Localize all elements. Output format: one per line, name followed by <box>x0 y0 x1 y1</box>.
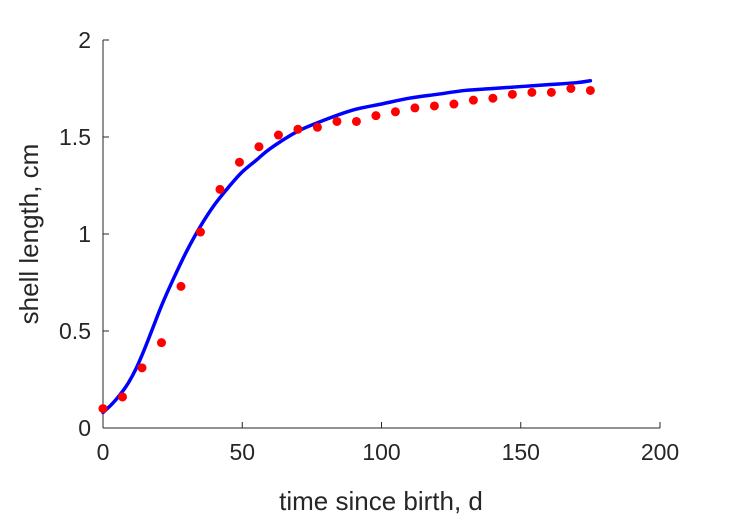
data-point <box>98 404 108 414</box>
x-tick-label: 100 <box>362 439 400 465</box>
data-point <box>429 101 439 111</box>
data-point <box>254 142 264 152</box>
data-point <box>273 130 283 140</box>
data-point <box>332 116 342 126</box>
data-point <box>137 363 147 373</box>
y-tick-label: 1.5 <box>59 124 91 150</box>
x-ticks: 0 50 100 150 200 <box>97 422 679 465</box>
data-point <box>156 338 166 348</box>
series-layer <box>98 78 595 415</box>
x-tick-label: 150 <box>502 439 540 465</box>
data-point <box>507 89 517 99</box>
y-tick-label: 2 <box>78 27 91 53</box>
data-point <box>527 87 537 97</box>
data-point <box>293 124 303 134</box>
data-point <box>468 95 478 105</box>
y-axis-title: shell length, cm <box>14 144 44 325</box>
data-point <box>410 103 420 113</box>
y-tick-label: 1 <box>78 221 91 247</box>
y-tick-label: 0 <box>78 415 91 441</box>
plot-area <box>102 40 660 429</box>
data-point <box>585 85 595 95</box>
x-axis-title: time since birth, d <box>279 486 483 516</box>
y-ticks: 0 0.5 1 1.5 2 <box>59 27 109 441</box>
data-point <box>566 84 576 93</box>
data-point <box>546 87 556 97</box>
x-tick-label: 200 <box>641 439 679 465</box>
data-point <box>390 107 400 117</box>
data-point <box>215 184 225 194</box>
data-point <box>351 116 361 126</box>
data-point <box>195 227 205 237</box>
x-tick-label: 50 <box>229 439 255 465</box>
data-point <box>488 93 498 103</box>
data-point <box>371 111 381 121</box>
data-point <box>176 281 186 291</box>
data-point <box>312 122 322 132</box>
data-point <box>117 392 127 402</box>
y-tick-label: 0.5 <box>59 318 91 344</box>
data-point <box>234 157 244 167</box>
x-tick-label: 0 <box>97 439 110 465</box>
fit-curve-line <box>101 78 593 415</box>
data-point <box>449 99 459 109</box>
